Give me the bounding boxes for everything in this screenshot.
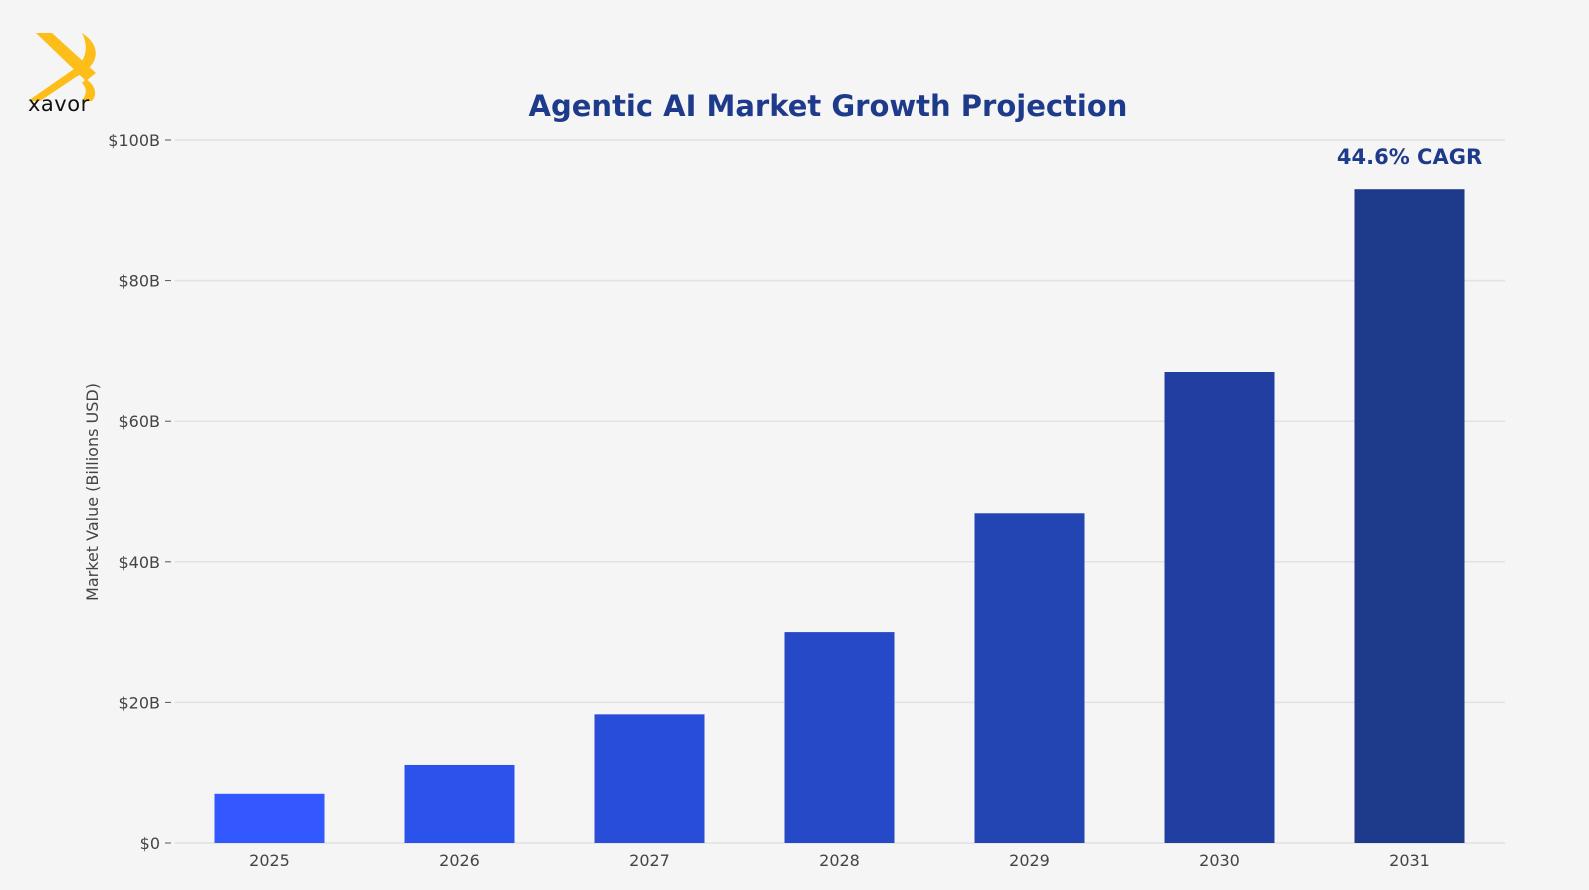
y-axis-label: Market Value (Billions USD) bbox=[83, 383, 102, 601]
logo-text: xavor bbox=[28, 92, 90, 116]
bar-2031 bbox=[1354, 189, 1465, 843]
bar-2027 bbox=[594, 714, 705, 843]
y-tick-label: $80B bbox=[118, 272, 160, 291]
x-tick-label: 2030 bbox=[1199, 851, 1240, 870]
bar-2030 bbox=[1164, 371, 1275, 843]
x-tick-label: 2026 bbox=[439, 851, 480, 870]
bar-2025 bbox=[214, 793, 325, 843]
x-tick-label: 2029 bbox=[1009, 851, 1050, 870]
bar-2026 bbox=[404, 764, 515, 843]
bar-2029 bbox=[974, 513, 1085, 843]
y-tick-label: $40B bbox=[118, 553, 160, 572]
x-tick-label: 2027 bbox=[629, 851, 670, 870]
y-tick-label: $60B bbox=[118, 412, 160, 431]
bar-2028 bbox=[784, 632, 895, 843]
cagr-annotation: 44.6% CAGR bbox=[1337, 145, 1482, 169]
x-tick-label: 2031 bbox=[1389, 851, 1430, 870]
x-tick-label: 2025 bbox=[249, 851, 290, 870]
y-tick-label: $20B bbox=[118, 693, 160, 712]
y-tick-label: $0 bbox=[140, 834, 160, 853]
xavor-logo bbox=[28, 33, 96, 101]
y-tick-label: $100B bbox=[108, 131, 160, 150]
x-tick-label: 2028 bbox=[819, 851, 860, 870]
chart-title: Agentic AI Market Growth Projection bbox=[529, 89, 1128, 123]
